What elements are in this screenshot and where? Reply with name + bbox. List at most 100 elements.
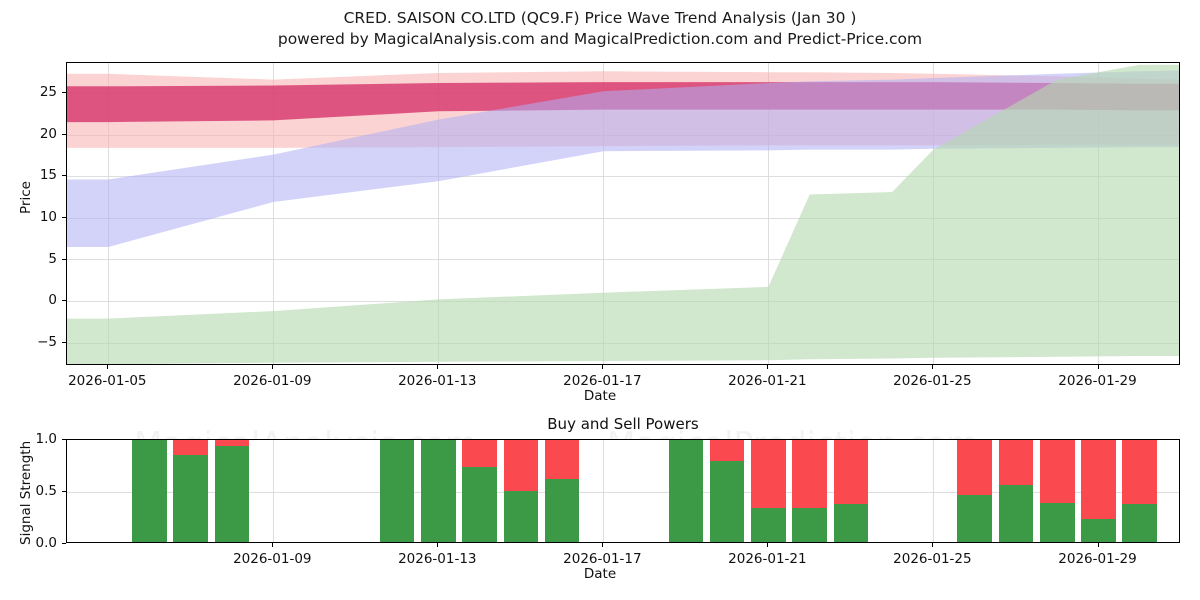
price-y-tick-label: 25 xyxy=(39,84,57,100)
signal-y-tickmark xyxy=(62,439,66,440)
sell-power-bar[interactable] xyxy=(998,440,1034,485)
price-y-tick-label: 0 xyxy=(48,292,57,309)
sell-power-bar[interactable] xyxy=(792,440,827,508)
buy-power-bar[interactable] xyxy=(751,507,786,542)
signal-x-tickmark xyxy=(602,543,604,547)
price-x-tickmark xyxy=(602,365,604,369)
buy-power-bar[interactable] xyxy=(957,495,993,542)
buy-power-bar[interactable] xyxy=(379,440,415,542)
sell-power-bar[interactable] xyxy=(1122,440,1158,504)
buy-power-bar[interactable] xyxy=(792,507,827,542)
signal-gridline-h xyxy=(67,492,1179,493)
buy-power-bar[interactable] xyxy=(544,478,580,542)
price-x-tickmark xyxy=(437,365,439,369)
signal-chart-title: Buy and Sell Powers xyxy=(547,415,699,433)
signal-y-axis-label: Signal Strength xyxy=(18,440,34,545)
price-x-tick-label: 2026-01-21 xyxy=(728,373,807,389)
sell-power-bar[interactable] xyxy=(503,440,539,491)
signal-y-tick-label: 0.0 xyxy=(35,535,57,551)
price-x-tickmark xyxy=(272,365,274,369)
sell-power-bar[interactable] xyxy=(709,440,745,461)
sell-power-bar[interactable] xyxy=(1081,440,1116,520)
price-x-tick-label: 2026-01-25 xyxy=(893,373,972,389)
sell-power-bar[interactable] xyxy=(173,440,209,455)
sell-power-bar[interactable] xyxy=(214,440,250,447)
buy-power-bar[interactable] xyxy=(462,467,497,542)
price-x-tick-label: 2026-01-05 xyxy=(68,373,147,389)
sell-power-bar[interactable] xyxy=(462,440,497,468)
signal-x-tickmark xyxy=(437,543,439,547)
price-x-tickmark xyxy=(1097,365,1099,369)
price-y-axis-label: Price xyxy=(18,181,34,214)
price-x-tick-label: 2026-01-09 xyxy=(233,373,312,389)
signal-gridline-v xyxy=(933,440,935,542)
buy-power-bar[interactable] xyxy=(214,446,250,542)
signal-gridline-v xyxy=(273,440,275,542)
price-wave-plot-area xyxy=(67,63,1179,364)
signal-x-axis-label: Date xyxy=(583,566,617,582)
buy-sell-powers-axes xyxy=(66,439,1180,543)
signal-y-tick-label: 1.0 xyxy=(35,431,57,447)
signal-x-tick-label: 2026-01-25 xyxy=(893,551,972,567)
signal-x-tick-label: 2026-01-09 xyxy=(233,551,312,567)
price-x-axis-label: Date xyxy=(583,388,617,404)
price-x-tickmark xyxy=(932,365,934,369)
price-y-tick-label: 5 xyxy=(48,250,57,267)
signal-x-tickmark xyxy=(932,543,934,547)
buy-power-bar[interactable] xyxy=(421,440,456,542)
sell-power-bar[interactable] xyxy=(1039,440,1075,503)
price-y-tickmark xyxy=(62,133,66,135)
price-gridline-h xyxy=(67,217,1179,219)
buy-power-bar[interactable] xyxy=(1122,503,1158,542)
signal-x-tickmark xyxy=(767,543,769,547)
sell-power-bar[interactable] xyxy=(751,440,786,508)
signal-x-tickmark xyxy=(272,543,274,547)
price-gridline-h xyxy=(67,259,1179,261)
chart-title: CRED. SAISON CO.LTD (QC9.F) Price Wave T… xyxy=(343,9,857,27)
signal-x-tick-label: 2026-01-21 xyxy=(728,551,807,567)
price-y-tickmark xyxy=(62,300,66,302)
price-x-tick-label: 2026-01-13 xyxy=(398,373,477,389)
price-gridline-v xyxy=(438,63,440,364)
price-y-tickmark xyxy=(62,341,66,343)
sell-power-bar[interactable] xyxy=(957,440,993,496)
price-gridline-v xyxy=(273,63,275,364)
buy-power-bar[interactable] xyxy=(1081,519,1116,542)
price-y-tickmark xyxy=(62,258,66,260)
buy-power-bar[interactable] xyxy=(173,454,209,542)
price-y-tickmark xyxy=(62,175,66,177)
price-x-tickmark xyxy=(767,365,769,369)
price-y-tick-label: 15 xyxy=(39,167,57,184)
price-band-3 xyxy=(67,70,1179,247)
buy-sell-plot-area xyxy=(67,440,1179,542)
price-y-tick-label: 20 xyxy=(39,125,57,142)
price-wave-chart-axes xyxy=(66,62,1180,365)
chart-subtitle: powered by MagicalAnalysis.com and Magic… xyxy=(277,30,923,48)
buy-power-bar[interactable] xyxy=(668,440,704,542)
buy-power-bar[interactable] xyxy=(998,484,1034,542)
buy-power-bar[interactable] xyxy=(833,503,869,542)
price-gridline-v xyxy=(768,63,770,364)
price-gridline-v xyxy=(603,63,605,364)
page-title: CRED. SAISON CO.LTD (QC9.F) Price Wave T… xyxy=(0,8,1200,50)
sell-power-bar[interactable] xyxy=(544,440,580,479)
price-x-tick-label: 2026-01-17 xyxy=(563,373,642,389)
signal-y-tickmark xyxy=(62,491,66,492)
signal-x-tickmark xyxy=(1097,543,1099,547)
sell-power-bar[interactable] xyxy=(833,440,869,504)
price-band-4 xyxy=(67,64,1179,364)
price-y-tick-label: 10 xyxy=(39,208,57,225)
buy-power-bar[interactable] xyxy=(132,440,167,542)
signal-y-tickmark xyxy=(62,543,66,544)
buy-power-bar[interactable] xyxy=(1039,502,1075,542)
signal-x-tick-label: 2026-01-29 xyxy=(1058,551,1137,567)
buy-power-bar[interactable] xyxy=(503,491,539,542)
price-y-tickmark xyxy=(62,92,66,93)
price-band-layer xyxy=(67,64,1179,364)
signal-x-tick-label: 2026-01-13 xyxy=(398,551,477,567)
price-gridline-h xyxy=(67,176,1179,178)
signal-gridline-v xyxy=(603,440,605,542)
signal-x-tick-label: 2026-01-17 xyxy=(563,551,642,567)
buy-power-bar[interactable] xyxy=(709,460,745,542)
